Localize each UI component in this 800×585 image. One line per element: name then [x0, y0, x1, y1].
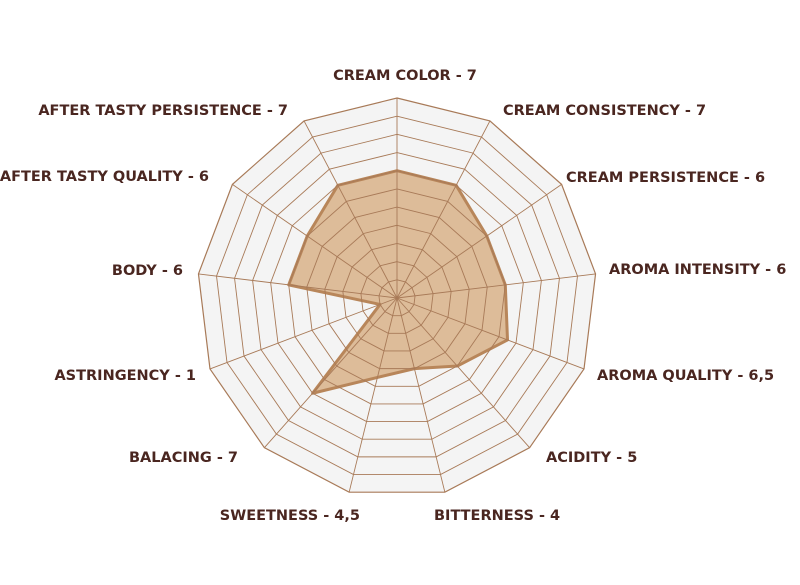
axis-label-sweetness: SWEETNESS - 4,5 — [220, 508, 360, 524]
radar-labels: CREAM COLOR - 7 CREAM CONSISTENCY - 7 CR… — [0, 68, 786, 524]
grid-spoke-2 — [396, 184, 562, 299]
axis-label-after-tasty-quality: AFTER TASTY QUALITY - 6 — [0, 169, 209, 185]
grid-spoke-10 — [198, 273, 398, 299]
grid-spoke-8 — [264, 297, 398, 449]
grid-spoke-4 — [396, 297, 585, 370]
axis-label-cream-color: CREAM COLOR - 7 — [333, 68, 477, 84]
axis-label-body: BODY - 6 — [112, 263, 183, 279]
axis-label-bitterness: BITTERNESS - 4 — [434, 508, 560, 524]
axis-label-aroma-quality: AROMA QUALITY - 6,5 — [597, 368, 774, 384]
grid-ring-11 — [197, 97, 597, 493]
axis-label-acidity: ACIDITY - 5 — [546, 450, 637, 466]
axis-label-after-tasty-persistence: AFTER TASTY PERSISTENCE - 7 — [38, 103, 288, 119]
grid-ring-5 — [306, 206, 488, 387]
grid-spoke-7 — [348, 297, 398, 493]
grid-ring-8 — [252, 152, 542, 440]
grid-ring-10 — [216, 115, 578, 475]
grid-ring-7 — [270, 170, 524, 423]
grid-ring-3 — [342, 242, 452, 352]
grid-spoke-9 — [209, 297, 398, 370]
grid-spoke-11 — [232, 184, 398, 299]
grid-spoke-6 — [396, 297, 446, 493]
axis-label-astringency: ASTRINGENCY - 1 — [54, 368, 196, 384]
radar-grid — [197, 97, 597, 493]
grid-ring-1 — [378, 279, 416, 317]
axis-label-cream-consistency: CREAM CONSISTENCY - 7 — [503, 103, 706, 119]
grid-ring-4 — [324, 224, 470, 370]
axis-label-aroma-intensity: AROMA INTENSITY - 6 — [609, 262, 786, 278]
grid-spoke-3 — [396, 273, 596, 299]
axis-label-balacing: BALACING - 7 — [129, 450, 238, 466]
grid-ring-6 — [288, 188, 506, 405]
grid-spoke-1 — [396, 120, 491, 299]
grid-spoke-12 — [303, 120, 398, 299]
grid-spoke-5 — [396, 297, 530, 449]
grid-ring-9 — [234, 133, 560, 458]
grid-ring-2 — [360, 261, 434, 334]
axis-label-cream-persistence: CREAM PERSISTENCE - 6 — [566, 170, 765, 186]
